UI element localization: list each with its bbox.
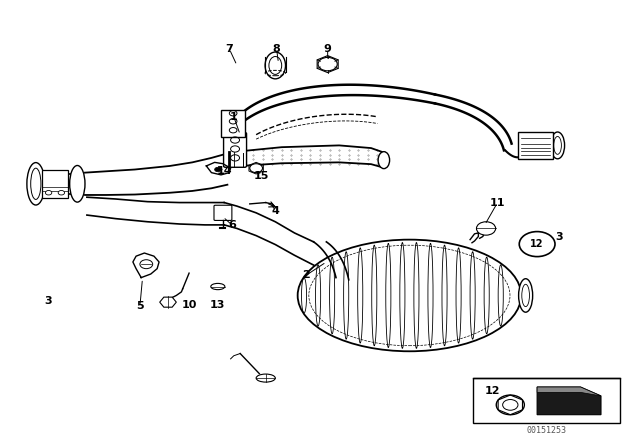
Text: 8: 8 [273,44,280,54]
Text: 14: 14 [216,166,232,177]
Circle shape [214,167,221,172]
Polygon shape [160,297,176,307]
Text: 12: 12 [531,239,544,249]
Ellipse shape [298,240,521,351]
Text: 7: 7 [225,44,233,54]
Text: 4: 4 [271,206,279,215]
FancyBboxPatch shape [221,110,245,137]
Text: 1: 1 [230,112,237,122]
Circle shape [476,222,495,235]
Text: 15: 15 [253,171,269,181]
Circle shape [318,57,337,71]
Circle shape [45,190,52,195]
Text: 5: 5 [136,301,144,311]
Text: 11: 11 [490,198,506,207]
Circle shape [58,190,65,195]
Text: 10: 10 [181,300,196,310]
Ellipse shape [211,284,225,290]
Circle shape [496,395,524,415]
FancyBboxPatch shape [42,169,68,198]
Text: 3: 3 [556,232,563,241]
Polygon shape [537,387,601,415]
Text: 12: 12 [484,386,500,396]
Text: 9: 9 [324,44,332,54]
Circle shape [250,164,262,172]
FancyBboxPatch shape [214,205,232,220]
Ellipse shape [27,163,45,205]
Ellipse shape [550,132,564,159]
Ellipse shape [256,374,275,382]
FancyBboxPatch shape [473,378,620,423]
Ellipse shape [265,52,285,79]
Text: 2: 2 [302,270,310,280]
Ellipse shape [378,152,390,168]
FancyBboxPatch shape [518,132,553,159]
Ellipse shape [70,165,85,202]
Text: 13: 13 [210,300,225,310]
Polygon shape [537,387,601,396]
Text: 00151253: 00151253 [527,426,566,435]
Ellipse shape [518,279,532,312]
Circle shape [519,232,555,257]
Text: 3: 3 [45,296,52,306]
Text: 6: 6 [228,220,236,230]
FancyBboxPatch shape [223,133,246,167]
